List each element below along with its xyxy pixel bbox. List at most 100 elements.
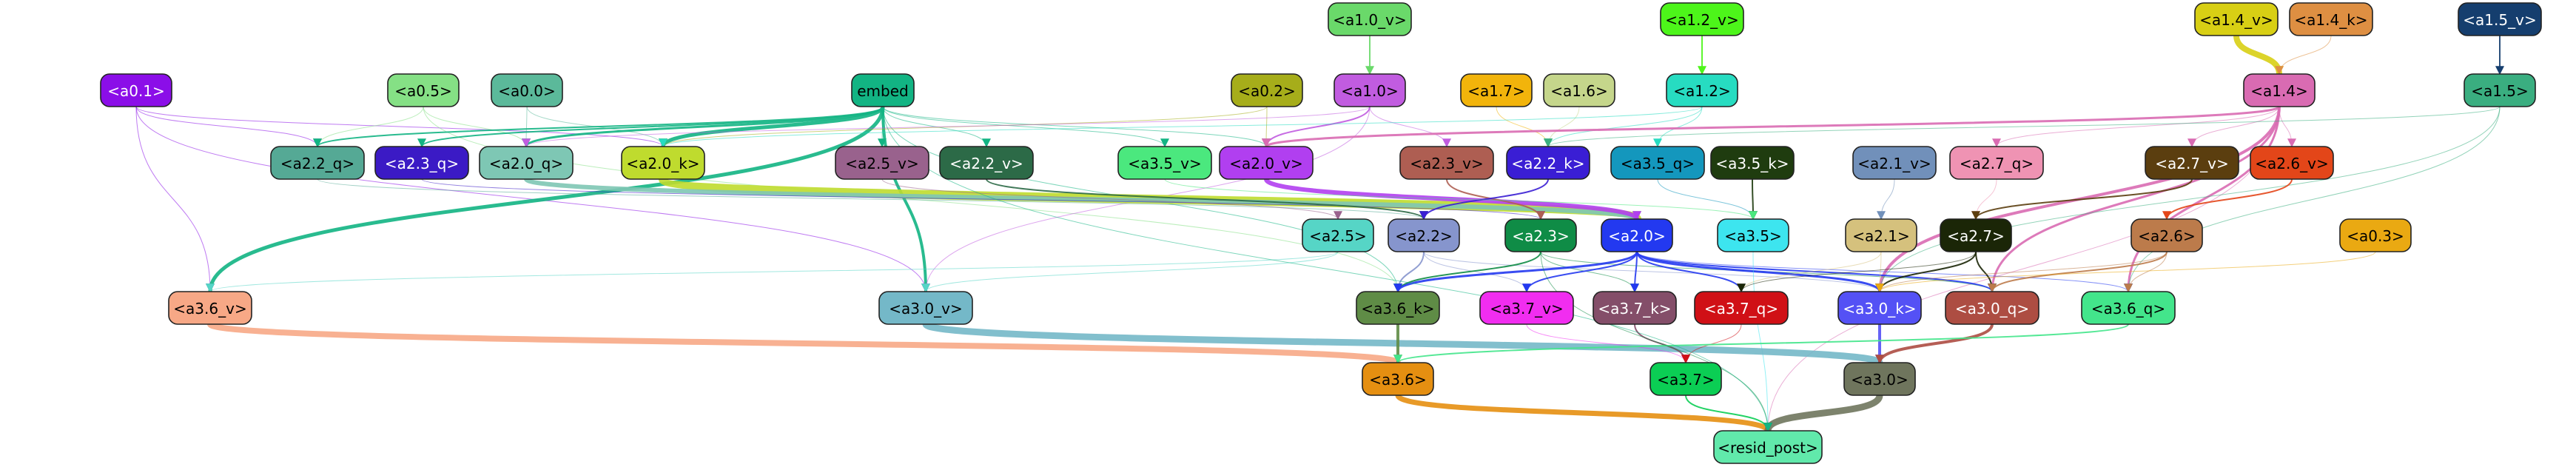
node-box [1713,430,1823,464]
node-a2-7[interactable]: <a2.7> [1940,218,2012,252]
node-a3-5-k[interactable]: <a3.5_k> [1710,146,1795,180]
node-a3-0[interactable]: <a3.0> [1843,362,1916,396]
node-a1-5[interactable]: <a1.5> [2464,73,2536,107]
node-a2-3[interactable]: <a2.3> [1504,218,1577,252]
node-label: <a1.7> [1467,82,1525,100]
node-a2-2-v[interactable]: <a2.2_v> [939,146,1034,180]
node-a1-4-k[interactable]: <a1.4_k> [2289,2,2373,36]
node-a2-7-q[interactable]: <a2.7_q> [1949,146,2044,180]
node-a0-5[interactable]: <a0.5> [387,73,460,107]
node-a3-7-q[interactable]: <a3.7_q> [1694,291,1789,325]
node-a2-1-v[interactable]: <a2.1_v> [1852,146,1937,180]
node-a1-0[interactable]: <a1.0> [1334,73,1406,107]
node-box [1302,218,1374,252]
node-label: <a1.0> [1341,82,1399,100]
node-a3-7-k[interactable]: <a3.7_k> [1593,291,1677,325]
node-box [1694,291,1789,325]
node-a0-3[interactable]: <a0.3> [2339,218,2412,252]
edge-a1-0-to-a2-0-v [1262,106,1371,148]
edge-a3-5-k-to-a3-5 [1748,178,1758,221]
edge-a2-0-to-a3-7-q [1636,251,1746,293]
node-a1-2-v[interactable]: <a1.2_v> [1660,2,1744,36]
node-box [1504,218,1577,252]
node-a2-2-k[interactable]: <a2.2_k> [1506,146,1590,180]
node-a1-6[interactable]: <a1.6> [1543,73,1615,107]
node-label: <a2.5_v> [845,155,918,172]
node-a1-5-v[interactable]: <a1.5_v> [2458,2,2542,36]
node-a3-5-q[interactable]: <a3.5_q> [1610,146,1705,180]
node-a3-0-v[interactable]: <a3.0_v> [878,291,973,325]
node-a0-1[interactable]: <a0.1> [100,73,172,107]
edge-a3-5-q-to-a3-5 [1657,178,1758,221]
node-a3-0-q[interactable]: <a3.0_q> [1945,291,2039,325]
node-label: <a2.2_q> [280,155,354,172]
node-box [2250,146,2334,180]
node-a2-2-q[interactable]: <a2.2_q> [270,146,365,180]
node-a1-4[interactable]: <a1.4> [2243,73,2316,107]
edge-a2-2-to-a3-0-k [1423,251,1884,293]
node-a3-0-k[interactable]: <a3.0_k> [1837,291,1922,325]
node-label: <a3.7_v> [1490,300,1563,318]
node-resid-post[interactable]: <resid_post> [1713,430,1823,464]
node-a0-2[interactable]: <a0.2> [1231,73,1303,107]
node-a2-0[interactable]: <a2.0> [1601,218,1673,252]
node-label: <a2.0_q> [489,155,563,172]
node-a1-4-v[interactable]: <a1.4_v> [2194,2,2279,36]
node-a2-0-v[interactable]: <a2.0_v> [1219,146,1314,180]
edge-a2-5-to-a3-0-v [921,251,1339,293]
node-a3-6-k[interactable]: <a3.6_k> [1356,291,1440,325]
node-box [1710,146,1795,180]
node-a3-6[interactable]: <a3.6> [1362,362,1434,396]
edge-a1-4-v-to-a1-4 [2233,35,2284,75]
node-label: <a3.6_k> [1361,300,1434,318]
node-box [1949,146,2044,180]
edge-a2-3-v-to-a2-3 [1446,178,1545,221]
node-a1-0-v[interactable]: <a1.0_v> [1328,2,1412,36]
node-label: <a3.7> [1657,371,1715,389]
node-label: <a1.5_v> [2463,11,2536,29]
node-a1-2[interactable]: <a1.2> [1666,73,1738,107]
edge-a2-0-q-to-a2-0 [524,177,1641,221]
node-a2-3-q[interactable]: <a2.3_q> [374,146,469,180]
node-a2-2[interactable]: <a2.2> [1388,218,1460,252]
node-box [1852,146,1937,180]
node-a2-7-v[interactable]: <a2.7_v> [2145,146,2239,180]
node-a2-6[interactable]: <a2.6> [2131,218,2203,252]
node-a2-0-q[interactable]: <a2.0_q> [479,146,574,180]
node-a3-7-v[interactable]: <a3.7_v> [1479,291,1574,325]
edge-a2-2-k-to-a2-2 [1419,178,1549,221]
node-a3-6-v[interactable]: <a3.6_v> [168,291,252,325]
edge-a2-3-to-a3-6-k [1393,251,1541,293]
node-a3-5[interactable]: <a3.5> [1717,218,1789,252]
node-label: <a2.7> [1947,227,2005,245]
node-box [2081,291,2176,325]
node-a3-6-q[interactable]: <a3.6_q> [2081,291,2176,325]
edge-a1-4-to-a3-6-q [2124,106,2281,293]
node-a2-1[interactable]: <a2.1> [1845,218,1917,252]
node-box [1843,362,1916,396]
node-a2-0-k[interactable]: <a2.0_k> [621,146,705,180]
node-a2-5[interactable]: <a2.5> [1302,218,1374,252]
node-a0-0[interactable]: <a0.0> [491,73,563,107]
edge-embed-to-a3-0-v [881,106,930,293]
node-a2-3-v[interactable]: <a2.3_v> [1399,146,1494,180]
node-box [479,146,574,180]
node-label: <a3.6_v> [173,300,246,318]
node-a2-5-v[interactable]: <a2.5_v> [835,146,929,180]
edge-a3-5-v-to-a3-5 [1164,178,1758,221]
node-label: <a2.3_v> [1410,155,1483,172]
node-box [168,291,252,325]
node-embed[interactable]: embed [851,73,915,107]
edge-a0-0-to-a2-0-q [522,106,531,148]
node-box [387,73,460,107]
node-a1-7[interactable]: <a1.7> [1460,73,1533,107]
node-a3-7[interactable]: <a3.7> [1649,362,1722,396]
edge-a1-4-to-a2-6-v [2279,106,2296,148]
node-box [1945,291,2039,325]
edge-a2-6-to-a3-0-k [1875,251,2168,293]
node-a3-5-v[interactable]: <a3.5_v> [1117,146,1212,180]
edge-a1-0-to-a2-3-v [1369,106,1451,148]
node-a2-6-v[interactable]: <a2.6_v> [2250,146,2334,180]
node-label: <a0.1> [107,82,165,100]
